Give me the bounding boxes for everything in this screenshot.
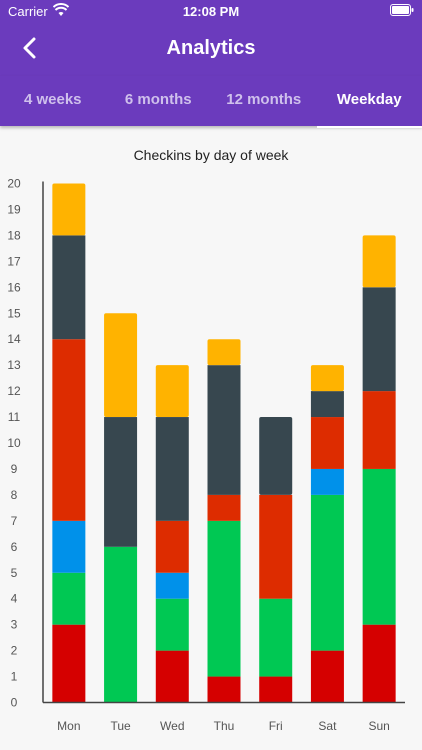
bar-segment-sat-4 [310,391,344,418]
bar-segment-sun-5 [362,235,396,288]
chevron-left-icon [23,37,36,59]
wifi-icon [53,3,69,16]
tab-12-months[interactable]: 12 months [226,91,302,108]
y-tick-label: 20 [7,177,21,191]
bar-segment-wed-1 [155,598,189,651]
bar-segment-tue-5 [104,313,138,418]
x-tick-label: Wed [160,719,184,733]
y-tick-label: 6 [11,540,18,554]
tab-4-weeks[interactable]: 4 weeks [23,91,82,108]
bar-segment-sat-1 [310,494,344,651]
bar-segment-wed-3 [155,520,189,573]
bar-segment-sat-3 [310,417,344,469]
x-tick-label: Tue [110,719,131,733]
y-tick-label: 0 [11,696,18,710]
y-tick-label: 10 [7,436,21,450]
bar-segment-thu-3 [207,494,241,521]
y-tick-label: 9 [11,462,18,476]
tab-bar: 4 weeks 6 months 12 months Weekday [0,76,422,128]
bar-segment-sat-0 [310,650,344,703]
back-button[interactable] [14,32,46,64]
bar-segment-wed-2 [155,572,189,599]
x-tick-label: Sat [318,719,337,733]
bar-segment-wed-0 [155,650,189,703]
chart-title: Checkins by day of week [133,147,289,163]
bar-segment-thu-0 [207,676,241,703]
y-tick-label: 12 [7,384,21,398]
bar-segment-sun-3 [362,391,396,469]
y-tick-label: 18 [7,228,21,242]
bar-segment-sat-2 [310,468,344,495]
status-time: 12:08 PM [182,4,240,19]
y-tick-label: 15 [7,306,21,320]
y-tick-label: 11 [8,410,21,424]
y-tick-label: 14 [7,332,21,346]
bar-segment-wed-4 [155,417,189,521]
bar-segment-mon-1 [52,572,86,625]
bar-segment-fri-0 [259,676,293,703]
bar-segment-fri-1 [259,598,293,677]
bar-segment-thu-1 [207,520,241,677]
bar-segment-tue-1 [104,546,138,703]
bar-segment-mon-3 [52,339,86,521]
bar-segment-sun-0 [362,624,396,703]
page-title: Analytics [166,37,256,59]
bar-segment-sun-4 [362,287,396,392]
bar-segment-fri-4 [259,417,293,495]
bar-segment-mon-5 [52,183,86,236]
bar-segment-mon-4 [52,235,86,340]
battery-icon [390,4,414,16]
bar-segment-mon-2 [52,520,86,573]
bar-segment-wed-5 [155,365,189,418]
x-tick-label: Thu [214,719,235,733]
y-tick-label: 7 [11,514,18,528]
tab-weekday[interactable]: Weekday [316,76,422,128]
y-tick-label: 17 [7,254,21,268]
y-tick-label: 5 [11,566,18,580]
bar-segment-thu-5 [207,339,241,366]
y-tick-label: 1 [11,670,18,684]
x-tick-label: Fri [269,719,283,733]
bar-segment-fri-3 [259,494,293,599]
x-tick-label: Sun [368,719,389,733]
x-tick-label: Mon [57,719,80,733]
status-bar: Carrier 12:08 PM [0,0,422,22]
y-tick-label: 2 [11,644,18,658]
y-tick-label: 4 [11,592,18,606]
y-tick-label: 19 [7,202,21,216]
bar-segment-thu-4 [207,365,241,495]
y-tick-label: 13 [7,358,21,372]
app-bar: Analytics [0,22,422,76]
bar-segment-mon-0 [52,624,86,703]
y-tick-label: 16 [7,280,21,294]
bar-segment-sun-1 [362,468,396,625]
bar-segment-tue-4 [104,417,138,547]
bar-segment-sat-5 [310,365,344,392]
y-tick-label: 8 [11,488,18,502]
y-tick-label: 3 [11,618,18,632]
carrier-label: Carrier [8,4,48,19]
tab-6-months[interactable]: 6 months [124,91,192,108]
